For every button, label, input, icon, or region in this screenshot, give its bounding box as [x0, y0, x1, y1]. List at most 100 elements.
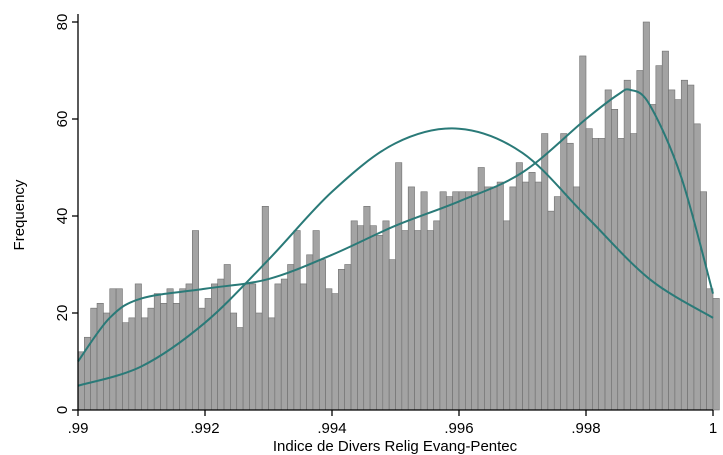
histogram-bar: [172, 302, 180, 411]
histogram-bar: [579, 55, 587, 411]
histogram-bar: [357, 225, 365, 411]
histogram-bar: [236, 327, 244, 411]
histogram-bar: [452, 191, 460, 411]
histogram-bar: [515, 162, 523, 411]
histogram-bar: [693, 123, 701, 411]
histogram-bar: [274, 283, 282, 411]
y-tick-label: 60: [54, 111, 71, 128]
histogram-bar: [414, 230, 422, 411]
x-axis-title: Indice de Divers Relig Evang-Pentec: [273, 438, 518, 455]
histogram-bar: [484, 186, 492, 411]
histogram-bar: [268, 317, 276, 411]
histogram-bar: [306, 254, 314, 411]
histogram-bar: [509, 186, 517, 411]
y-tick-label: 20: [54, 305, 71, 322]
x-tick-label: .992: [190, 420, 219, 437]
histogram-bar: [122, 322, 130, 411]
histogram-bar: [217, 278, 225, 411]
histogram-bar: [496, 181, 504, 411]
histogram-bar: [90, 307, 98, 411]
histogram-bar: [382, 220, 390, 411]
histogram-bar: [465, 191, 473, 411]
histogram-bar: [471, 191, 479, 411]
x-tick-label: .996: [444, 420, 473, 437]
histogram-bar: [96, 302, 104, 411]
histogram-bar: [649, 104, 657, 411]
histogram-bar: [376, 235, 384, 411]
histogram-bar: [261, 206, 269, 411]
histogram-bar: [706, 288, 714, 411]
histogram-bar: [585, 128, 593, 411]
x-tick-label: .998: [571, 420, 600, 437]
histogram-bar: [338, 269, 346, 411]
histogram-bar: [388, 259, 396, 411]
histogram-bar: [439, 191, 447, 411]
histogram-bar: [401, 230, 409, 411]
histogram-bar: [604, 89, 612, 411]
axes: .99 .992 .994 .996 .998 1 0 20 40 60 80: [54, 14, 717, 437]
histogram-bar: [598, 138, 606, 411]
histogram-bar: [192, 230, 199, 411]
histogram-bar: [211, 283, 219, 411]
histogram-bar: [642, 21, 650, 411]
histogram-bar: [426, 230, 434, 411]
histogram-bar: [287, 264, 295, 411]
histogram-bar: [477, 167, 485, 411]
histogram-bar: [293, 230, 301, 411]
histogram-bar: [312, 230, 320, 411]
histogram-bar: [445, 196, 453, 411]
histogram-bar: [687, 84, 695, 411]
histogram-bar: [503, 220, 511, 411]
histogram-bar: [668, 89, 676, 411]
y-tick-label: 80: [54, 14, 71, 31]
histogram-bar: [490, 186, 498, 411]
histogram-bar: [242, 283, 250, 411]
histogram-bar: [280, 278, 288, 411]
histogram-bar: [103, 312, 111, 411]
axis-labels: Indice de Divers Relig Evang-Pentec Freq…: [11, 179, 518, 455]
histogram-bar: [331, 293, 339, 411]
histogram-bar: [528, 172, 536, 411]
histogram-bar: [249, 283, 257, 411]
x-tick-label: .994: [317, 420, 346, 437]
histogram-bar: [395, 162, 403, 411]
density-curves: [77, 88, 714, 387]
histogram-bar: [592, 138, 599, 411]
histogram-bar: [153, 293, 161, 411]
y-tick-label: 40: [54, 208, 71, 225]
histogram-bar: [661, 50, 669, 411]
histogram-bar: [611, 109, 619, 411]
histogram-bar: [185, 283, 193, 411]
histogram-bar: [458, 191, 466, 411]
histogram-bar: [534, 181, 542, 411]
histogram-bar: [630, 133, 638, 411]
histogram-bar: [299, 283, 307, 411]
histogram-bar: [344, 264, 352, 411]
histogram-bar: [204, 298, 212, 411]
histogram-bar: [128, 317, 136, 411]
histogram-bar: [369, 225, 377, 411]
histogram-bar: [623, 79, 631, 411]
x-tick-label: 1: [709, 420, 717, 437]
histogram-bar: [712, 298, 720, 411]
histogram-bar: [350, 220, 358, 411]
histogram-bar: [699, 191, 707, 411]
histogram-bar: [674, 99, 682, 411]
histogram-bar: [572, 186, 580, 411]
histogram-bar: [617, 138, 625, 411]
y-axis-title: Frequency: [11, 179, 28, 250]
x-tick-label: .99: [68, 420, 89, 437]
histogram-bar: [553, 196, 561, 411]
histogram-bar: [566, 142, 574, 411]
histogram-bar: [325, 288, 333, 411]
density-curve-2: [77, 88, 714, 363]
histogram-bar: [547, 210, 555, 411]
histogram-bar: [636, 70, 644, 411]
histogram-bar: [522, 181, 530, 411]
histogram-bar: [160, 302, 168, 411]
histogram-bar: [680, 79, 688, 411]
histogram-bar: [179, 288, 187, 411]
histogram-bar: [433, 220, 441, 411]
